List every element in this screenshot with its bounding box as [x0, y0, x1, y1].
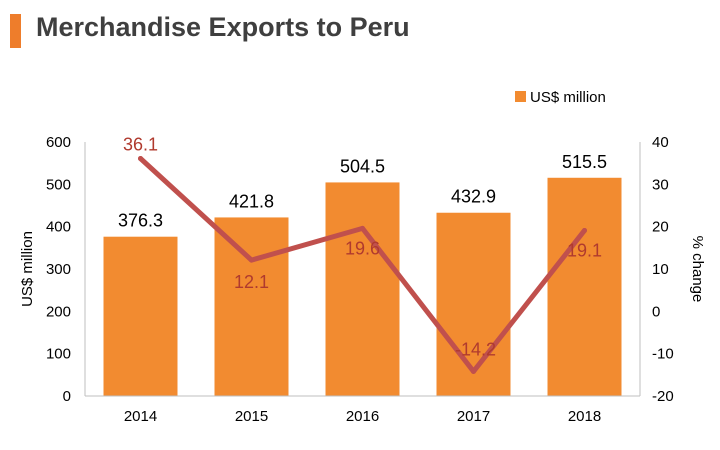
bar-value-label-2017: 432.9 — [451, 187, 496, 207]
bar-2015 — [214, 217, 289, 396]
line-point-2016 — [360, 225, 365, 231]
bar-2016 — [325, 182, 400, 396]
y-tick-label-100: 100 — [46, 346, 71, 363]
y2-tick-label-20: 20 — [652, 219, 669, 236]
line-point-2015 — [249, 257, 254, 263]
line-value-label-2018: 19.1 — [567, 240, 602, 260]
y2-axis-title: % change — [689, 236, 706, 303]
x-tick-label-2016: 2016 — [346, 408, 379, 425]
y2-tick-label--10: -10 — [652, 346, 674, 363]
line-value-label-2016: 19.6 — [345, 238, 380, 258]
x-tick-label-2018: 2018 — [568, 408, 601, 425]
legend-swatch — [515, 91, 526, 102]
y-tick-label-500: 500 — [46, 176, 71, 193]
bar-2014 — [103, 236, 178, 396]
legend-label: US$ million — [530, 89, 606, 106]
y2-tick-label-40: 40 — [652, 134, 669, 151]
line-value-label-2017: -14.2 — [455, 339, 496, 359]
line-value-label-2015: 12.1 — [234, 272, 269, 292]
y2-tick-label-30: 30 — [652, 176, 669, 193]
x-tick-label-2014: 2014 — [124, 408, 157, 425]
y-tick-label-200: 200 — [46, 303, 71, 320]
y-tick-label-400: 400 — [46, 219, 71, 236]
y-tick-label-0: 0 — [63, 388, 71, 405]
bar-2018 — [547, 177, 622, 396]
y-tick-label-600: 600 — [46, 134, 71, 151]
y2-tick-label--20: -20 — [652, 388, 674, 405]
bar-value-label-2014: 376.3 — [118, 211, 163, 231]
y-tick-label-300: 300 — [46, 261, 71, 278]
y-axis-title: US$ million — [19, 231, 36, 307]
x-tick-label-2015: 2015 — [235, 408, 268, 425]
bar-2017 — [436, 212, 511, 396]
x-tick-label-2017: 2017 — [457, 408, 490, 425]
line-point-2014 — [138, 156, 143, 162]
line-value-label-2014: 36.1 — [123, 135, 158, 155]
bar-value-label-2015: 421.8 — [229, 191, 274, 211]
bar-value-label-2016: 504.5 — [340, 156, 385, 176]
y2-tick-label-0: 0 — [652, 303, 660, 320]
line-point-2017 — [471, 368, 476, 374]
y2-tick-label-10: 10 — [652, 261, 669, 278]
bar-value-label-2018: 515.5 — [562, 152, 607, 172]
title-accent-bar — [10, 14, 21, 48]
line-point-2018 — [582, 227, 587, 233]
page-title: Merchandise Exports to Peru — [36, 12, 410, 42]
